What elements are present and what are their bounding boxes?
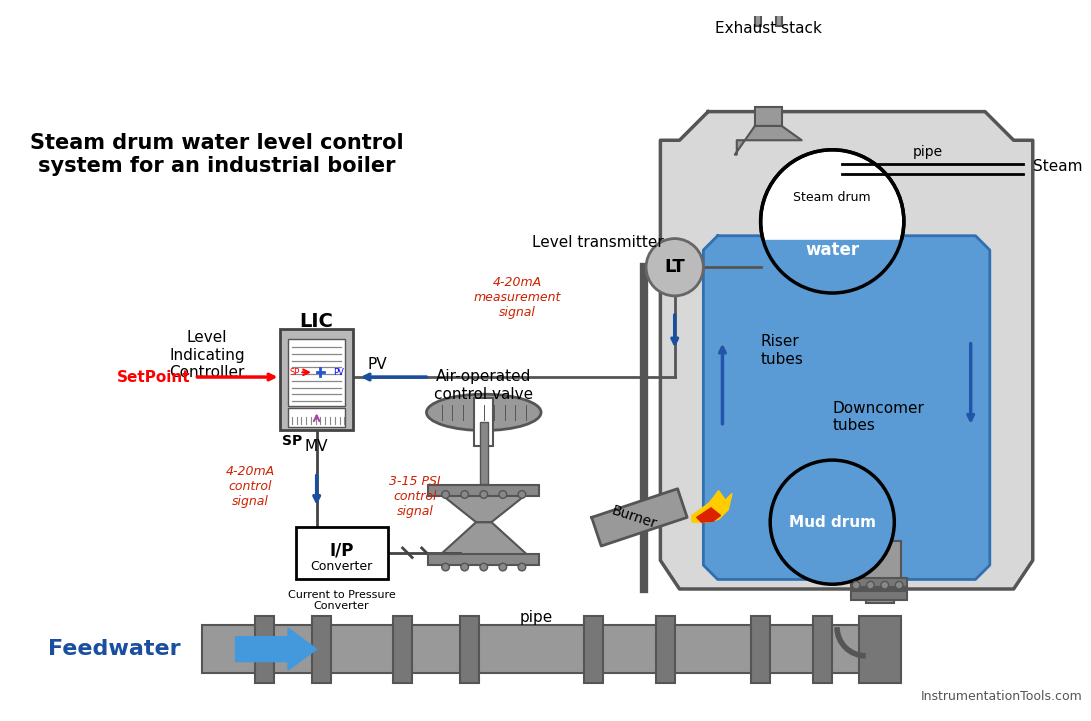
Polygon shape	[760, 241, 903, 312]
Text: pipe: pipe	[519, 610, 553, 625]
Circle shape	[442, 563, 449, 571]
Circle shape	[460, 491, 468, 498]
Polygon shape	[660, 112, 1033, 589]
Text: InstrumentationTools.com: InstrumentationTools.com	[921, 691, 1082, 704]
Bar	[755, 0, 760, 26]
Bar	[202, 625, 871, 673]
Text: 3-15 PSI
control
signal: 3-15 PSI control signal	[389, 475, 441, 518]
Text: 4-20mA
control
signal: 4-20mA control signal	[225, 465, 275, 508]
Bar	[859, 616, 901, 683]
Text: LT: LT	[664, 258, 685, 276]
Bar	[480, 422, 488, 484]
Bar	[584, 616, 603, 683]
Text: Steam: Steam	[1033, 159, 1082, 174]
Text: Exhaust stack: Exhaust stack	[715, 21, 822, 36]
Circle shape	[499, 563, 506, 571]
Text: Riser
tubes: Riser tubes	[760, 334, 803, 366]
Circle shape	[880, 581, 888, 589]
Circle shape	[518, 563, 526, 571]
Bar	[296, 527, 388, 580]
Bar	[429, 485, 539, 496]
Polygon shape	[434, 522, 533, 560]
Text: Steam drum water level control
system for an industrial boiler: Steam drum water level control system fo…	[29, 133, 404, 176]
Circle shape	[852, 581, 860, 589]
Circle shape	[480, 563, 488, 571]
Text: water: water	[805, 241, 860, 259]
Bar	[813, 616, 832, 683]
Circle shape	[518, 491, 526, 498]
Bar	[288, 339, 346, 406]
Text: Current to Pressure
Converter: Current to Pressure Converter	[288, 590, 395, 611]
Bar	[751, 616, 770, 683]
Text: Air-operated
control valve: Air-operated control valve	[434, 369, 533, 402]
Text: PV: PV	[333, 368, 344, 377]
Text: LIC: LIC	[300, 312, 334, 331]
Polygon shape	[591, 489, 687, 546]
Circle shape	[460, 563, 468, 571]
Ellipse shape	[427, 394, 541, 430]
Bar	[859, 541, 901, 589]
Circle shape	[646, 239, 704, 296]
Circle shape	[499, 491, 506, 498]
Circle shape	[480, 491, 488, 498]
Circle shape	[442, 491, 449, 498]
Bar	[280, 329, 353, 430]
Bar	[851, 591, 907, 601]
Bar	[312, 616, 331, 683]
Text: Burner: Burner	[610, 503, 659, 531]
Text: PV: PV	[368, 357, 387, 372]
Bar	[865, 541, 895, 603]
Text: Level transmitter: Level transmitter	[532, 235, 664, 250]
Bar	[429, 554, 539, 565]
Text: Converter: Converter	[310, 559, 373, 572]
Circle shape	[760, 150, 903, 293]
Text: Mud drum: Mud drum	[789, 515, 876, 530]
Polygon shape	[236, 628, 316, 670]
Circle shape	[770, 460, 895, 584]
Circle shape	[866, 581, 874, 589]
Bar	[254, 616, 274, 683]
Text: Level
Indicating
Controller: Level Indicating Controller	[169, 330, 244, 380]
Polygon shape	[434, 489, 533, 522]
Circle shape	[896, 581, 903, 589]
Text: SP: SP	[289, 368, 300, 377]
Bar	[393, 616, 412, 683]
Text: SetPoint: SetPoint	[117, 370, 191, 384]
Text: Downcomer
tubes: Downcomer tubes	[832, 401, 924, 433]
Text: SP: SP	[281, 434, 302, 448]
Bar	[460, 616, 479, 683]
Polygon shape	[704, 236, 990, 580]
Text: Steam drum: Steam drum	[793, 191, 871, 204]
Polygon shape	[692, 491, 732, 522]
Text: I/P: I/P	[329, 541, 353, 559]
Polygon shape	[735, 126, 802, 154]
Bar	[755, 107, 781, 126]
Text: MV: MV	[304, 439, 328, 454]
Bar	[776, 0, 781, 26]
Bar	[475, 398, 493, 446]
Text: Feedwater: Feedwater	[48, 639, 181, 659]
Text: 4-20mA
measurement
signal: 4-20mA measurement signal	[473, 276, 561, 319]
Bar	[656, 616, 674, 683]
Bar	[851, 578, 907, 587]
Polygon shape	[697, 508, 720, 522]
Bar	[288, 407, 346, 427]
Text: pipe: pipe	[913, 145, 943, 159]
